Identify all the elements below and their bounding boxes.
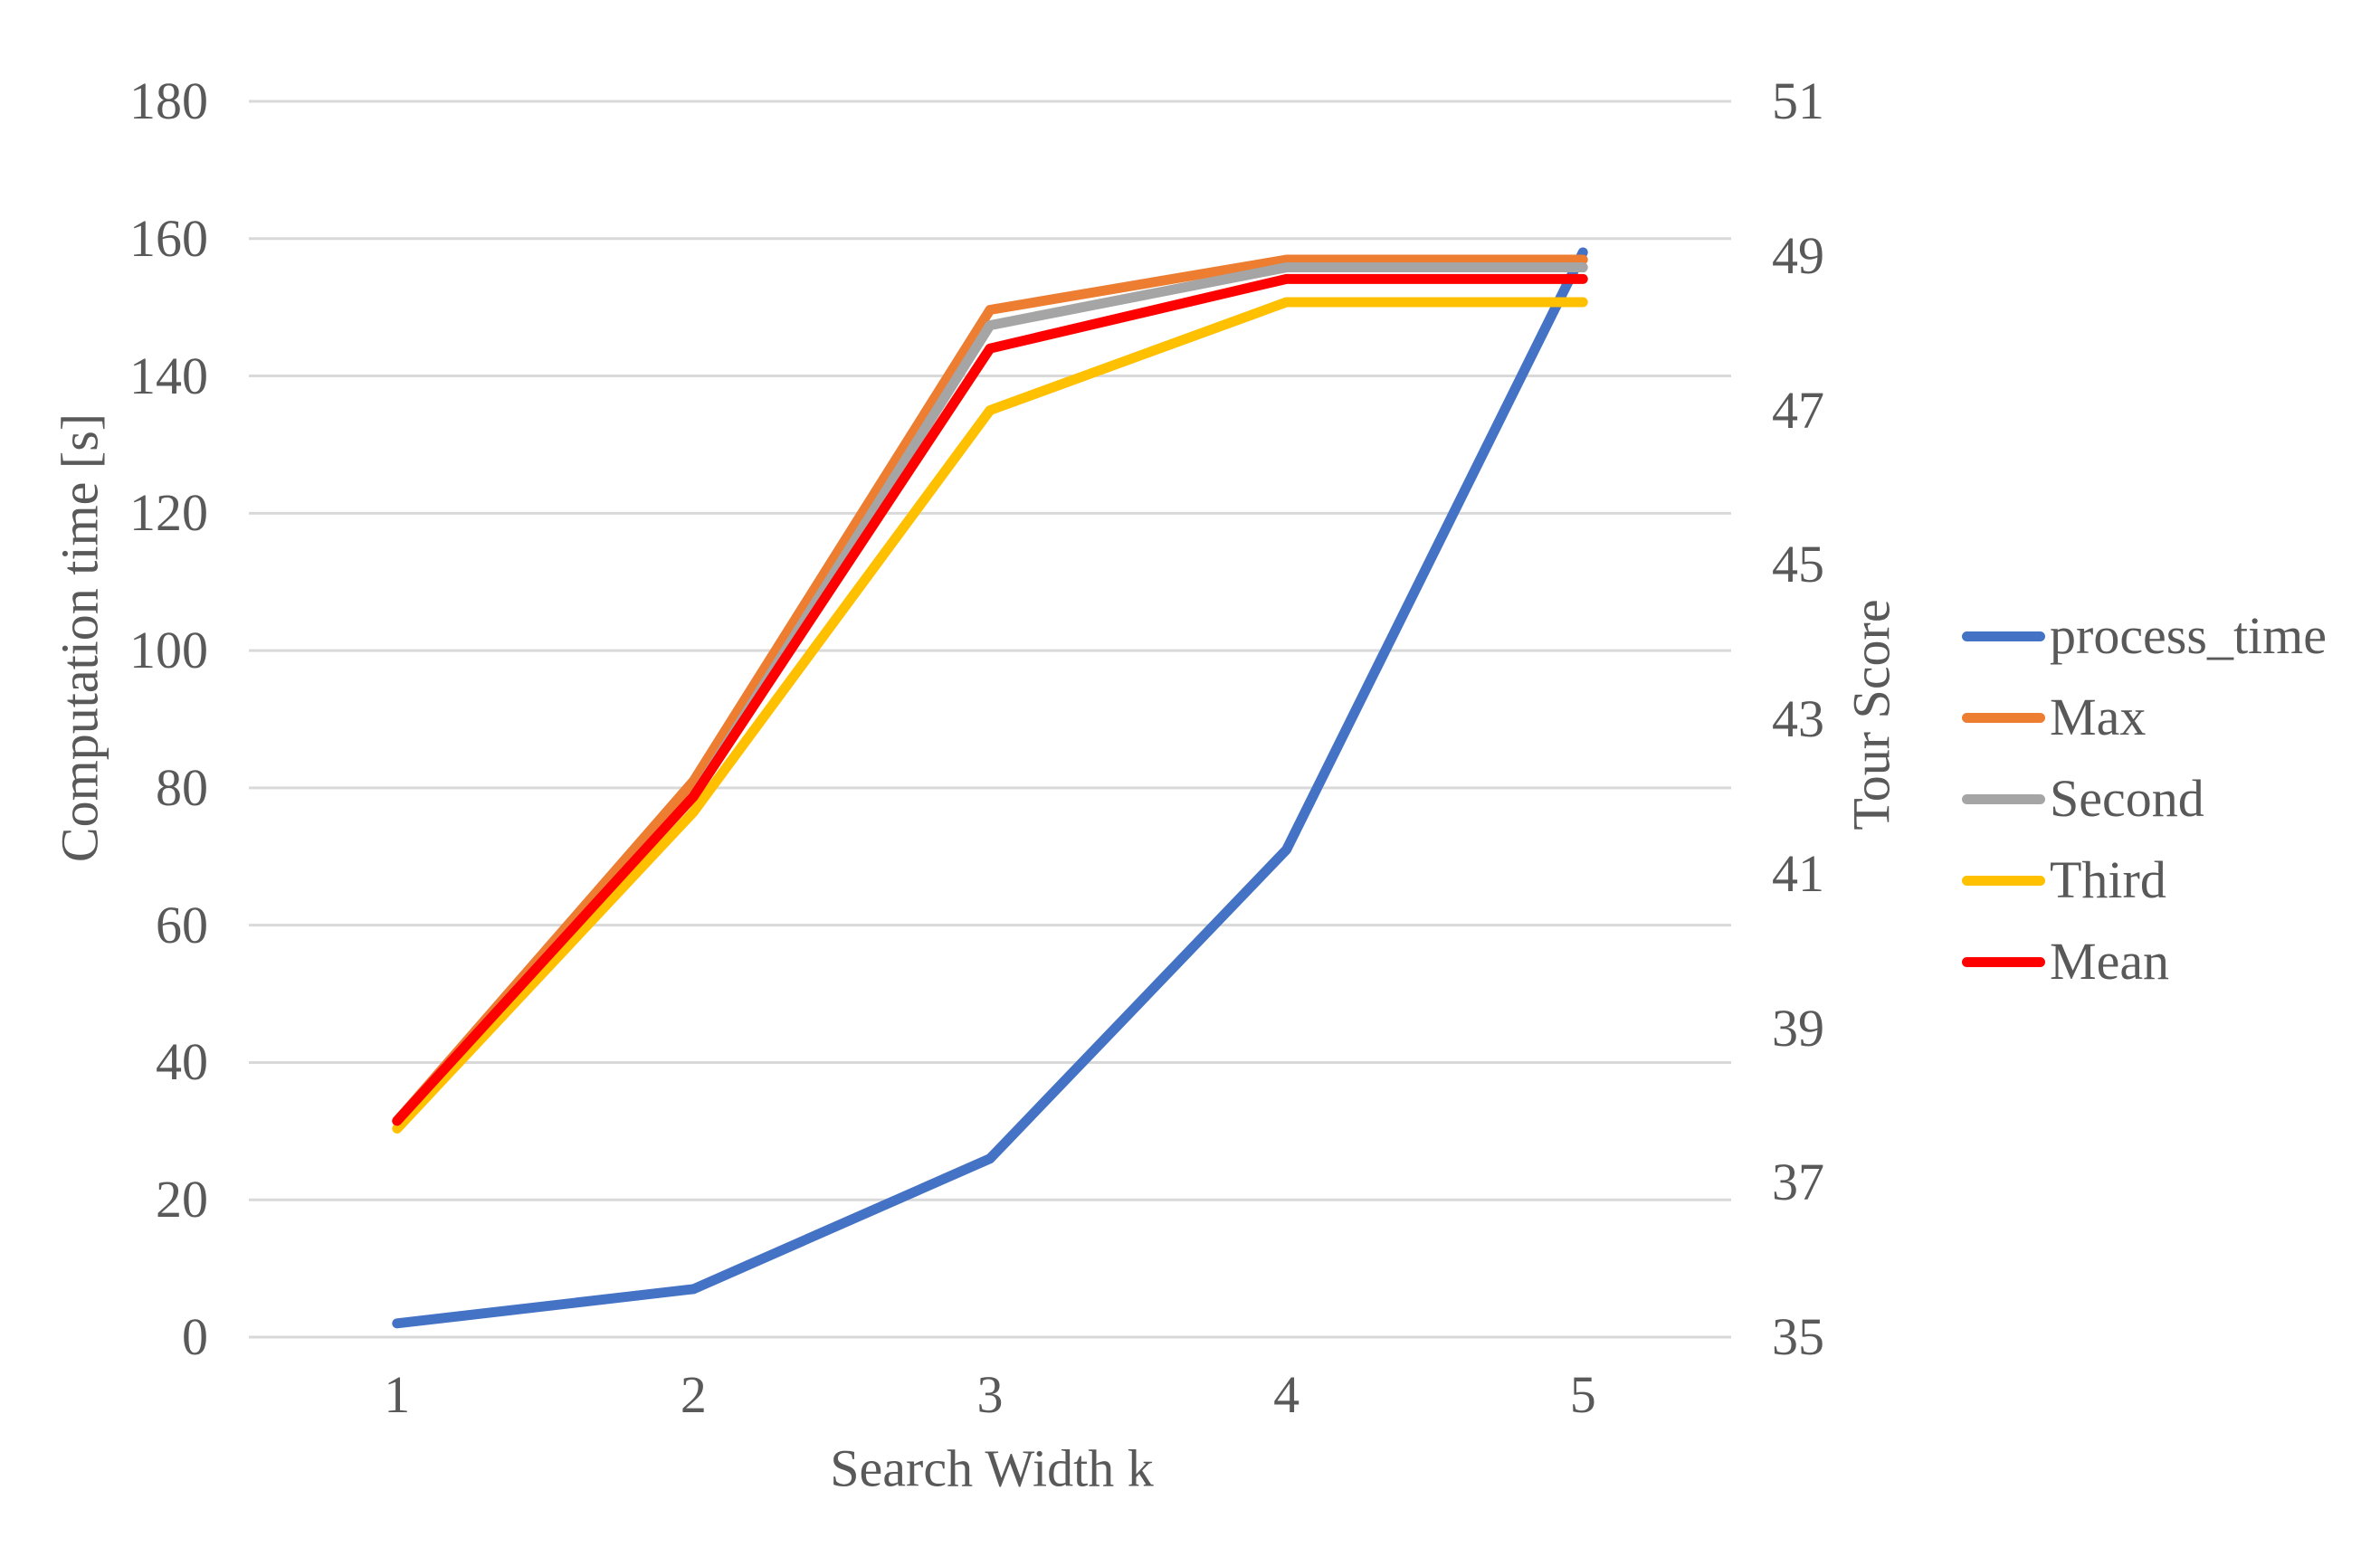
left-axis-tick-label: 40 [156,1032,208,1092]
x-axis-tick-label: 2 [680,1365,707,1424]
legend-item-mean: Mean [1962,921,2327,1002]
legend-label: Third [2050,850,2166,909]
right-axis-tick-label: 49 [1772,225,1824,285]
x-axis-tick-label: 4 [1273,1365,1300,1424]
right-axis-tick-label: 41 [1772,843,1824,903]
legend-swatch-process-time [1962,631,2045,641]
right-axis-tick-label: 47 [1772,380,1824,440]
x-axis-tick-label: 5 [1569,1365,1596,1424]
legend-label: Mean [2050,932,2170,991]
legend-label: Second [2050,769,2204,828]
legend-item-third: Third [1962,840,2327,921]
legend-swatch-max [1962,712,2045,723]
legend-item-max: Max [1962,677,2327,758]
legend-label: process_time [2050,606,2328,665]
series-line-process_time [392,247,1588,1329]
left-axis-tick-label: 60 [156,895,208,954]
series-line-Mean [392,273,1588,1126]
right-axis-tick-label: 51 [1772,71,1824,130]
legend-item-process-time: process_time [1962,595,2327,677]
right-axis-tick-label: 39 [1772,998,1824,1058]
right-axis-tick-label: 45 [1772,535,1824,594]
x-axis-tick-label: 1 [384,1365,411,1424]
right-axis-title: Tour Score [1842,599,1901,830]
legend-swatch-second [1962,793,2045,804]
legend-swatch-mean [1962,956,2045,967]
x-axis-title: Search Width k [830,1438,1154,1498]
right-axis-tick-label: 43 [1772,689,1824,748]
legend: process_time Max Second Third Mean [1962,595,2327,1002]
left-axis-tick-label: 0 [182,1307,208,1366]
series-line-Third [392,297,1588,1134]
left-axis-tick-label: 180 [129,71,208,130]
right-axis-tick-label: 37 [1772,1153,1824,1212]
legend-swatch-third [1962,875,2045,886]
x-axis-tick-label: 3 [976,1365,1004,1424]
left-axis-tick-label: 160 [129,208,208,268]
left-axis-tick-label: 80 [156,757,208,817]
left-axis-tick-label: 120 [129,483,208,543]
left-axis-tick-label: 20 [156,1170,208,1229]
left-axis-tick-label: 140 [129,346,208,405]
right-axis-tick-label: 35 [1772,1307,1824,1366]
legend-label: Max [2050,688,2147,746]
left-axis-tick-label: 100 [129,621,208,680]
series-line-Second [392,262,1588,1126]
series-line-Max [392,254,1588,1126]
legend-item-second: Second [1962,758,2327,840]
